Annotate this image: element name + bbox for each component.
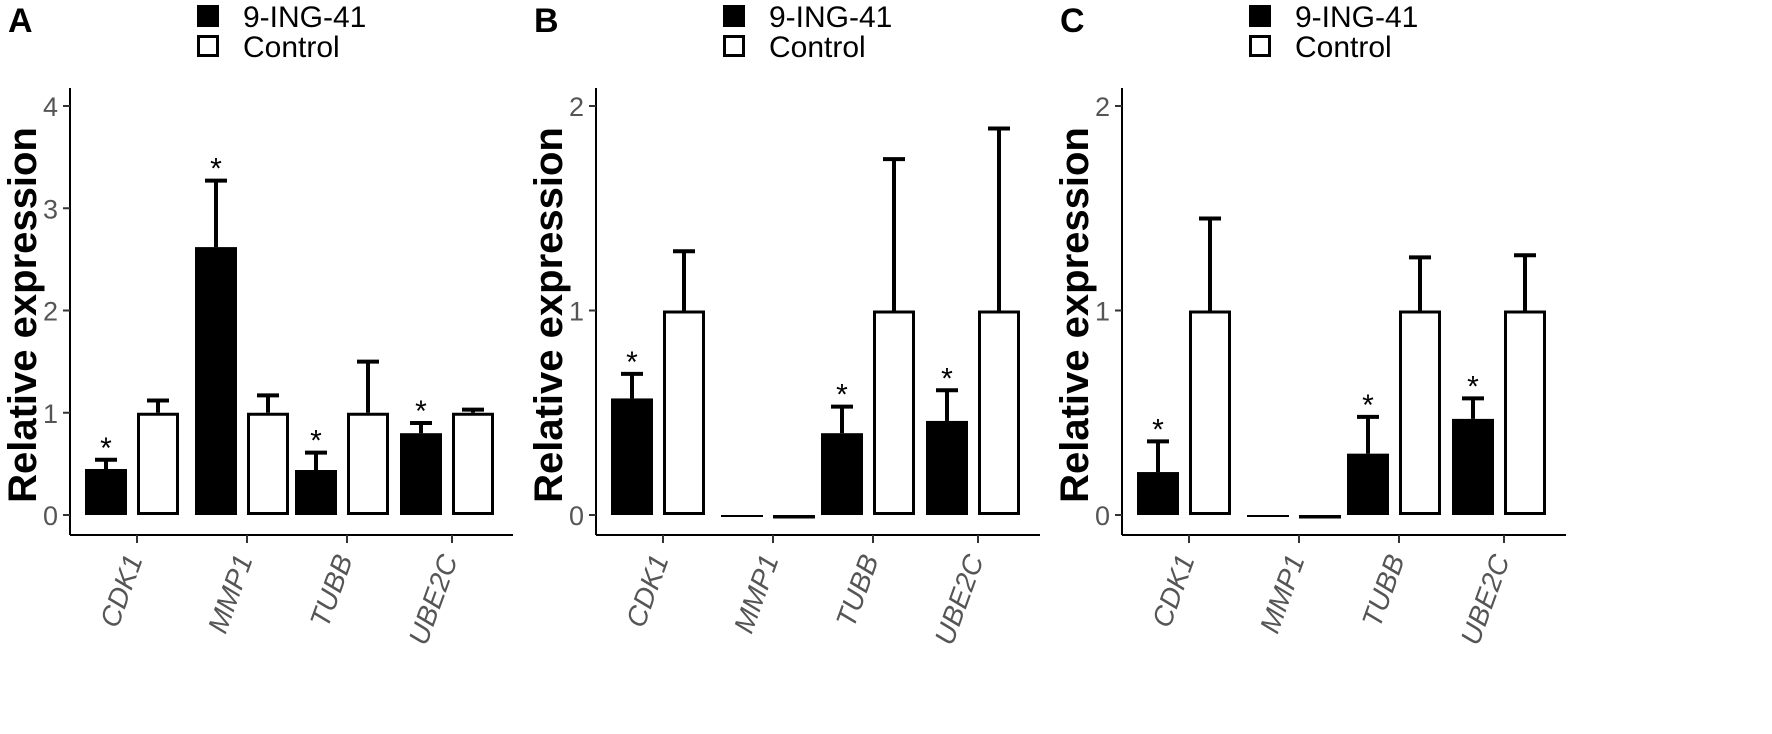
x-tick-label-ube2c: UBE2C [1455,550,1516,649]
bar-9-ing-41-ube2c [1452,418,1494,515]
x-tick-label-cdk1: CDK1 [620,550,675,631]
y-axis-label-c: Relative expression [1053,127,1097,503]
y-tick-label: 3 [43,194,58,224]
bar-9-ing-41-mmp1 [721,515,763,517]
significance-star-tubb: * [836,379,848,412]
bar-9-ing-41-ube2c [926,420,968,515]
bar-control-cdk1 [137,412,179,515]
legend-label-control: Control [243,31,340,64]
bar-9-ing-41-cdk1 [611,398,653,515]
y-axis-label-b: Relative expression [527,127,571,503]
y-tick-label: 2 [1095,92,1110,122]
legend-swatch-9-ing-41 [1249,5,1271,27]
bar-9-ing-41-cdk1 [1137,472,1179,515]
bar-control-ube2c [978,310,1020,515]
y-axis-label-a: Relative expression [1,127,45,503]
significance-star-ube2c: * [941,362,953,395]
x-tick-label-mmp1: MMP1 [202,550,259,637]
bar-control-cdk1 [663,310,705,515]
x-tick-label-tubb: TUBB [1356,550,1411,631]
significance-star-ube2c: * [415,395,427,428]
x-tick-label-mmp1: MMP1 [1254,550,1311,637]
x-tick-label-cdk1: CDK1 [94,550,149,631]
bar-control-mmp1 [773,515,815,519]
legend-swatch-9-ing-41 [197,5,219,27]
significance-star-ube2c: * [1467,370,1479,403]
significance-star-cdk1: * [626,346,638,379]
legend-label-control: Control [769,31,866,64]
y-tick-label: 2 [43,297,58,327]
panel-label-b: B [534,2,559,40]
legend-swatch-control [197,35,219,57]
legend-label-9-ing-41: 9-ING-41 [243,1,366,34]
bar-control-mmp1 [1299,515,1341,519]
bar-control-ube2c [1504,310,1546,515]
bar-9-ing-41-tubb [1347,453,1389,515]
significance-star-cdk1: * [1152,413,1164,446]
significance-star-tubb: * [310,425,322,458]
y-tick-label: 1 [1095,297,1110,327]
y-tick-label: 2 [569,92,584,122]
y-tick-label: 4 [43,92,58,122]
legend-label-control: Control [1295,31,1392,64]
bar-control-tubb [1399,310,1441,515]
x-tick-label-mmp1: MMP1 [728,550,785,637]
y-tick-label: 0 [1095,501,1110,531]
bar-control-mmp1 [247,412,289,515]
legend-swatch-9-ing-41 [723,5,745,27]
bar-control-cdk1 [1189,310,1231,515]
bar-control-tubb [873,310,915,515]
y-tick-label: 0 [43,501,58,531]
bar-9-ing-41-cdk1 [85,468,127,515]
y-tick-label: 1 [569,297,584,327]
legend-label-9-ing-41: 9-ING-41 [769,1,892,34]
bar-9-ing-41-ube2c [400,433,442,515]
y-tick-label: 1 [43,399,58,429]
x-tick-label-tubb: TUBB [830,550,885,631]
bar-control-ube2c [452,412,494,515]
panel-label-c: C [1060,2,1085,40]
significance-star-mmp1: * [210,153,222,186]
bar-9-ing-41-mmp1 [195,247,237,516]
bar-9-ing-41-tubb [821,433,863,515]
bar-control-tubb [347,412,389,515]
x-tick-label-cdk1: CDK1 [1146,550,1201,631]
panel-label-a: A [8,2,33,40]
bar-9-ing-41-tubb [295,470,337,515]
x-tick-label-ube2c: UBE2C [929,550,990,649]
legend-label-9-ing-41: 9-ING-41 [1295,1,1418,34]
legend-swatch-control [723,35,745,57]
y-tick-label: 0 [569,501,584,531]
x-tick-label-ube2c: UBE2C [403,550,464,649]
significance-star-tubb: * [1362,389,1374,422]
legend-swatch-control [1249,35,1271,57]
x-tick-label-tubb: TUBB [304,550,359,631]
significance-star-cdk1: * [100,432,112,465]
bar-9-ing-41-mmp1 [1247,515,1289,517]
